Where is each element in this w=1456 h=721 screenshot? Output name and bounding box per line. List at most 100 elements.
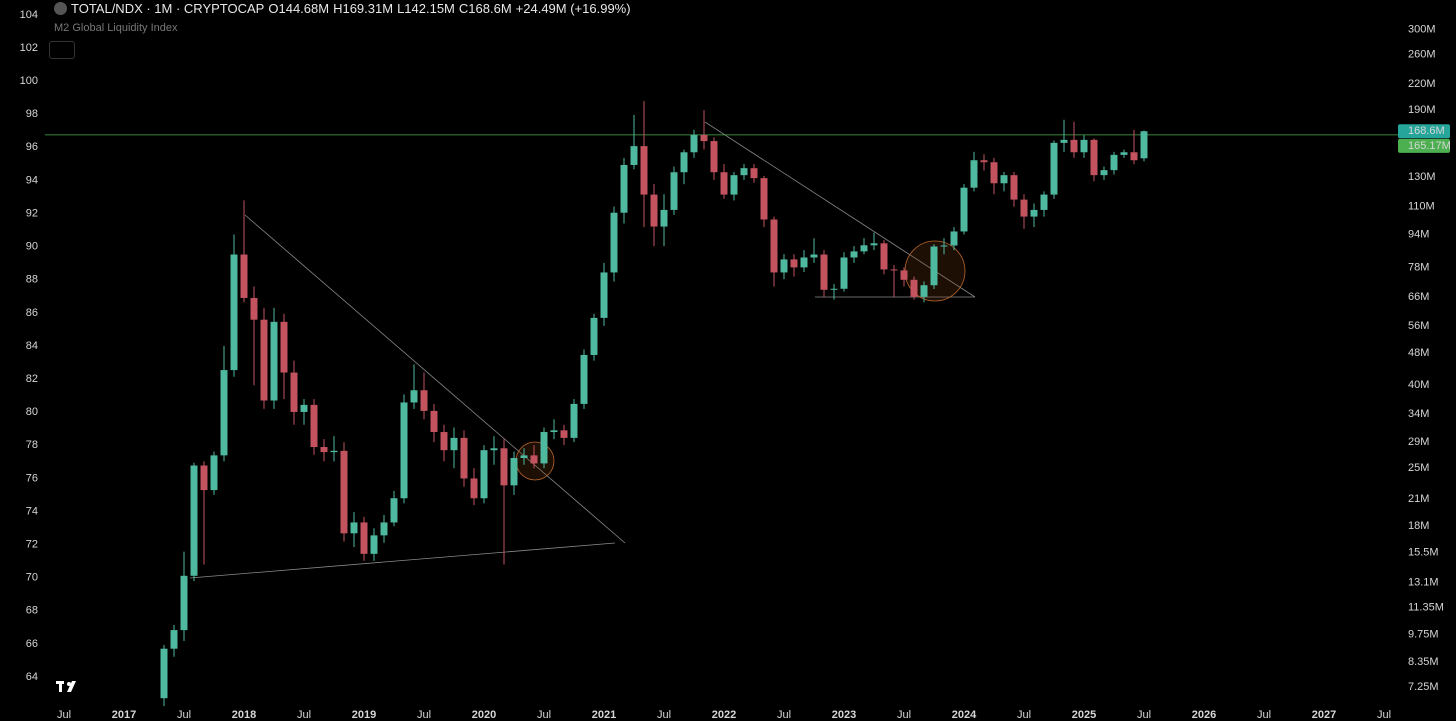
candle-body [460, 437, 468, 479]
candle-body [1130, 152, 1138, 161]
y-tick-label: 7.25M [1408, 681, 1439, 693]
y-tick-label: 40M [1408, 379, 1429, 391]
x-tick-label: 2018 [232, 709, 256, 721]
y-tick-label: 94M [1408, 228, 1429, 240]
candle-body [380, 522, 388, 536]
hline-badge [1398, 138, 1450, 153]
candle-body [330, 450, 338, 453]
x-tick-label: Jul [177, 709, 191, 721]
candle-body [1010, 175, 1018, 200]
symbol: TOTAL/NDX · 1M · CRYPTOCAP [71, 1, 265, 16]
candle-body [530, 455, 538, 464]
header-value: 169.31M [342, 1, 394, 16]
y-tick-label: 220M [1408, 78, 1436, 90]
header-value: +24.49M (+16.99%) [515, 1, 631, 16]
candle-body [610, 212, 618, 273]
y-tick-label: 260M [1408, 49, 1436, 61]
y2-tick-label: 76 [26, 472, 38, 484]
candle-body [630, 146, 638, 165]
y2-tick-label: 66 [26, 638, 38, 650]
header-value: 142.15M [404, 1, 455, 16]
header-value: 144.68M [278, 1, 330, 16]
candle-body [920, 285, 928, 297]
x-tick-label: Jul [57, 709, 71, 721]
trendline [704, 121, 976, 298]
candle-body [1040, 194, 1048, 210]
candle-body [220, 370, 228, 456]
candle-body [1080, 139, 1088, 153]
candle-body [880, 243, 888, 270]
candle-body [500, 448, 508, 486]
y-tick-label: 21M [1408, 493, 1429, 505]
y2-tick-label: 80 [26, 406, 38, 418]
candle-body [340, 450, 348, 534]
candle-body [780, 259, 788, 273]
collapse-button[interactable] [49, 41, 75, 59]
y-tick-label: 56M [1408, 320, 1429, 332]
y-tick-label: 9.75M [1408, 628, 1439, 640]
x-tick-label: 2021 [592, 709, 616, 721]
x-tick-label: 2025 [1072, 709, 1096, 721]
candle-body [1060, 139, 1068, 143]
candle-body [970, 160, 978, 188]
candle-body [870, 243, 878, 246]
y2-tick-label: 86 [26, 307, 38, 319]
y2-tick-label: 100 [20, 75, 38, 87]
candle-body [900, 270, 908, 280]
candle-body [420, 390, 428, 411]
last-price-badge [1398, 124, 1450, 139]
candle-body [1140, 131, 1148, 159]
y-tick-label: 34M [1408, 408, 1429, 420]
candle-body [1020, 199, 1028, 217]
candle-body [410, 390, 418, 403]
candle-body [360, 522, 368, 554]
candle-body [990, 162, 998, 184]
candle-body [480, 450, 488, 499]
x-tick-label: Jul [777, 709, 791, 721]
candle-body [190, 465, 198, 576]
y2-tick-label: 102 [20, 42, 38, 54]
y-tick-label: 29M [1408, 436, 1429, 448]
candle-body [350, 522, 358, 534]
candle-body [910, 279, 918, 297]
x-tick-label: Jul [297, 709, 311, 721]
candle-body [440, 432, 448, 451]
y-tick-label: 110M [1408, 201, 1435, 213]
candle-body [300, 404, 308, 412]
candle-body [840, 257, 848, 289]
candle-body [260, 319, 268, 401]
candle-body [960, 187, 968, 232]
candle-body [550, 430, 558, 433]
y-tick-label: 300M [1408, 23, 1436, 35]
x-tick-label: 2024 [952, 709, 977, 721]
x-tick-label: 2026 [1192, 709, 1216, 721]
y-tick-label: 25M [1408, 462, 1429, 474]
candle-body [730, 175, 738, 195]
candle-body [820, 254, 828, 290]
y-tick-label: 13.1M [1408, 576, 1439, 588]
header-value: C [458, 1, 469, 16]
candle-body [270, 321, 278, 401]
candle-body [290, 372, 298, 412]
candle-body [250, 297, 258, 320]
trendline [189, 542, 616, 579]
candle-body [450, 437, 458, 451]
candle-body [860, 245, 868, 252]
y-tick-label: 18M [1408, 520, 1429, 532]
candle-body [640, 146, 648, 195]
candle-body [430, 410, 438, 433]
symbol-logo [54, 2, 67, 15]
x-tick-label: 2023 [832, 709, 856, 721]
candle-body [940, 245, 948, 247]
candle-body [1090, 139, 1098, 176]
candle-body [620, 164, 628, 213]
candle-body [830, 288, 838, 290]
y2-tick-label: 64 [26, 671, 38, 683]
y2-tick-label: 84 [26, 340, 38, 352]
y-tick-label: 48M [1408, 347, 1429, 359]
trendline [244, 214, 626, 544]
y2-tick-label: 78 [26, 439, 38, 451]
y2-tick-label: 82 [26, 373, 38, 385]
y2-tick-label: 72 [26, 539, 38, 551]
tv-logo [56, 681, 76, 692]
